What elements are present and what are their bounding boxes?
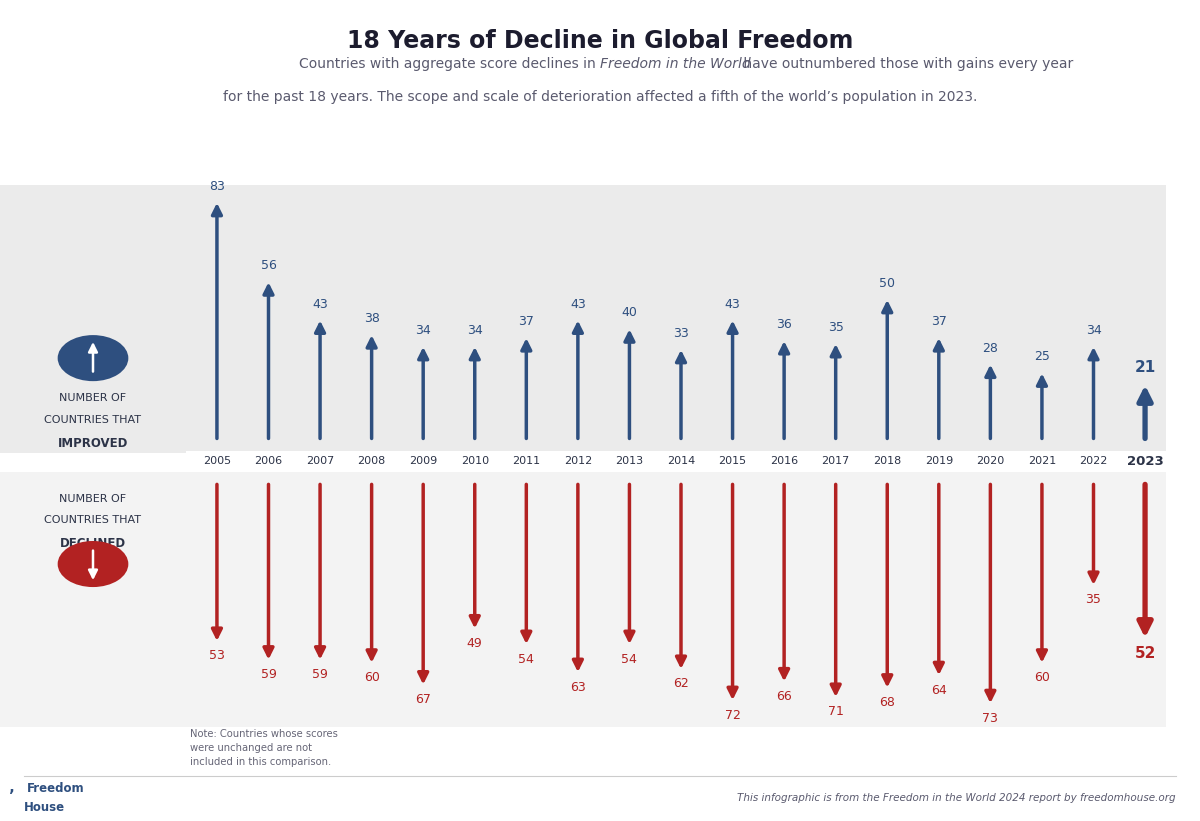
Text: 2007: 2007 bbox=[306, 456, 334, 466]
Text: 52: 52 bbox=[1134, 646, 1156, 662]
Text: 2018: 2018 bbox=[874, 456, 901, 466]
Text: 72: 72 bbox=[725, 709, 740, 722]
Text: 35: 35 bbox=[828, 321, 844, 334]
Text: 54: 54 bbox=[622, 653, 637, 666]
Text: 34: 34 bbox=[467, 324, 482, 337]
Text: House: House bbox=[24, 801, 65, 814]
Text: COUNTRIES THAT: COUNTRIES THAT bbox=[44, 516, 142, 525]
Text: 2017: 2017 bbox=[822, 456, 850, 466]
Ellipse shape bbox=[58, 335, 128, 381]
Text: 2006: 2006 bbox=[254, 456, 282, 466]
Text: COUNTRIES THAT: COUNTRIES THAT bbox=[44, 415, 142, 425]
Text: Note: Countries whose scores
were unchanged are not
included in this comparison.: Note: Countries whose scores were unchan… bbox=[190, 729, 337, 767]
Text: 2008: 2008 bbox=[358, 456, 385, 466]
Text: 43: 43 bbox=[570, 297, 586, 310]
Text: 67: 67 bbox=[415, 693, 431, 706]
Text: 62: 62 bbox=[673, 677, 689, 690]
Text: 49: 49 bbox=[467, 637, 482, 650]
Text: 43: 43 bbox=[725, 297, 740, 310]
Text: 2023: 2023 bbox=[1127, 455, 1164, 468]
Text: 50: 50 bbox=[880, 277, 895, 290]
Text: 2009: 2009 bbox=[409, 456, 437, 466]
Text: 34: 34 bbox=[415, 324, 431, 337]
Text: 68: 68 bbox=[880, 696, 895, 709]
Bar bbox=[0, 472, 186, 727]
Bar bbox=[0, 185, 186, 453]
Text: 56: 56 bbox=[260, 259, 276, 273]
Text: 40: 40 bbox=[622, 306, 637, 319]
Text: 2014: 2014 bbox=[667, 456, 695, 466]
Text: NUMBER OF: NUMBER OF bbox=[60, 393, 126, 403]
Text: 2021: 2021 bbox=[1028, 456, 1056, 466]
Text: 60: 60 bbox=[364, 672, 379, 684]
Text: 33: 33 bbox=[673, 327, 689, 340]
Text: 54: 54 bbox=[518, 653, 534, 666]
Text: Countries with aggregate score declines in: Countries with aggregate score declines … bbox=[299, 57, 600, 71]
Text: 2011: 2011 bbox=[512, 456, 540, 466]
Text: 59: 59 bbox=[312, 668, 328, 681]
Text: 37: 37 bbox=[931, 315, 947, 328]
Bar bbox=[186, 185, 1165, 452]
Text: 2012: 2012 bbox=[564, 456, 592, 466]
Text: 37: 37 bbox=[518, 315, 534, 328]
Text: 2020: 2020 bbox=[977, 456, 1004, 466]
Text: 53: 53 bbox=[209, 649, 224, 663]
Text: 2010: 2010 bbox=[461, 456, 488, 466]
Text: 64: 64 bbox=[931, 684, 947, 697]
Text: 83: 83 bbox=[209, 180, 224, 193]
Text: for the past 18 years. The scope and scale of deterioration affected a fifth of : for the past 18 years. The scope and sca… bbox=[223, 89, 977, 103]
Text: 2005: 2005 bbox=[203, 456, 230, 466]
Text: Freedom: Freedom bbox=[28, 782, 85, 795]
Text: 71: 71 bbox=[828, 705, 844, 718]
Text: 35: 35 bbox=[1086, 594, 1102, 607]
Text: 73: 73 bbox=[983, 712, 998, 725]
Text: 28: 28 bbox=[983, 342, 998, 355]
Text: 2019: 2019 bbox=[925, 456, 953, 466]
Text: ’: ’ bbox=[10, 789, 14, 804]
Text: NUMBER OF: NUMBER OF bbox=[60, 493, 126, 503]
Text: 63: 63 bbox=[570, 681, 586, 694]
Text: DECLINED: DECLINED bbox=[60, 537, 126, 550]
Text: 60: 60 bbox=[1034, 672, 1050, 684]
Text: 2013: 2013 bbox=[616, 456, 643, 466]
Text: have outnumbered those with gains every year: have outnumbered those with gains every … bbox=[739, 57, 1074, 71]
Text: 66: 66 bbox=[776, 690, 792, 703]
Text: 18 Years of Decline in Global Freedom: 18 Years of Decline in Global Freedom bbox=[347, 29, 853, 53]
Text: IMPROVED: IMPROVED bbox=[58, 437, 128, 450]
Ellipse shape bbox=[58, 541, 128, 587]
Text: 34: 34 bbox=[1086, 324, 1102, 337]
Text: 2016: 2016 bbox=[770, 456, 798, 466]
Text: Freedom in the World: Freedom in the World bbox=[600, 57, 751, 71]
Text: 43: 43 bbox=[312, 297, 328, 310]
Text: 25: 25 bbox=[1034, 351, 1050, 364]
Text: 2022: 2022 bbox=[1079, 456, 1108, 466]
Text: This infographic is from the Freedom in the World 2024 report by freedomhouse.or: This infographic is from the Freedom in … bbox=[737, 793, 1176, 803]
Text: 36: 36 bbox=[776, 318, 792, 331]
Text: 59: 59 bbox=[260, 668, 276, 681]
Text: 21: 21 bbox=[1134, 360, 1156, 375]
Text: 2015: 2015 bbox=[719, 456, 746, 466]
Text: 38: 38 bbox=[364, 312, 379, 325]
Bar bbox=[186, 471, 1165, 727]
